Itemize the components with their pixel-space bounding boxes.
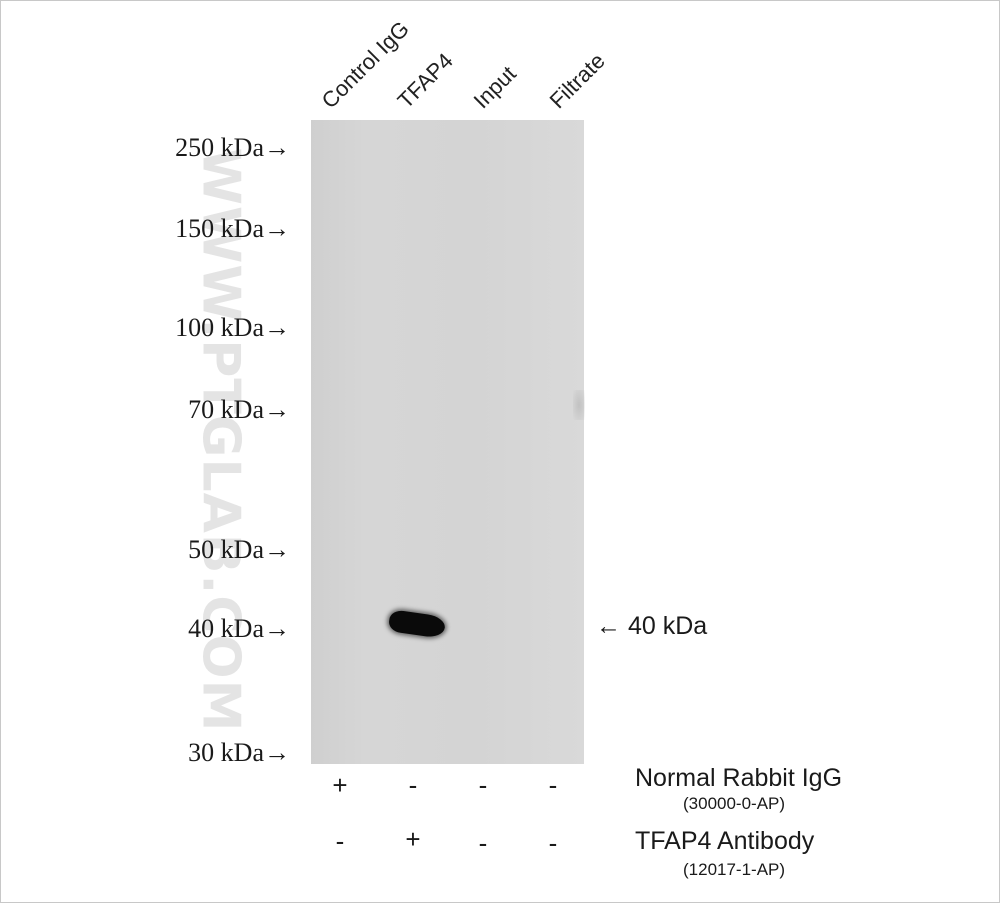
sign-row2-lane4: - [548, 828, 558, 858]
sign-row1-lane4: - [548, 770, 558, 800]
row-catalog-30000: (30000-0-AP) [683, 794, 786, 813]
marker-250: 250 kDa→ [175, 133, 290, 162]
row-catalog-12017: (12017-1-AP) [683, 860, 786, 879]
band-size-label: ← 40 kDa [596, 612, 708, 640]
blot-smudge [573, 390, 585, 420]
marker-150: 150 kDa→ [175, 214, 290, 243]
marker-50: 50 kDa→ [188, 535, 290, 564]
protein-band [387, 609, 447, 639]
marker-70: 70 kDa→ [188, 395, 290, 424]
sign-row2-lane1: - [335, 826, 345, 856]
sign-row1-lane1: + [332, 770, 348, 800]
row-label-tfap4-antibody: TFAP4 Antibody [635, 827, 815, 855]
marker-30: 30 kDa→ [188, 738, 290, 767]
sign-row1-lane2: - [408, 770, 418, 800]
row-label-normal-rabbit-igg: Normal Rabbit IgG [635, 764, 843, 792]
sign-row2-lane2: + [405, 824, 421, 854]
sign-row2-lane3: - [478, 828, 488, 858]
sign-row1-lane3: - [478, 770, 488, 800]
marker-40: 40 kDa→ [188, 614, 290, 643]
marker-100: 100 kDa→ [175, 313, 290, 342]
western-blot [311, 120, 585, 764]
